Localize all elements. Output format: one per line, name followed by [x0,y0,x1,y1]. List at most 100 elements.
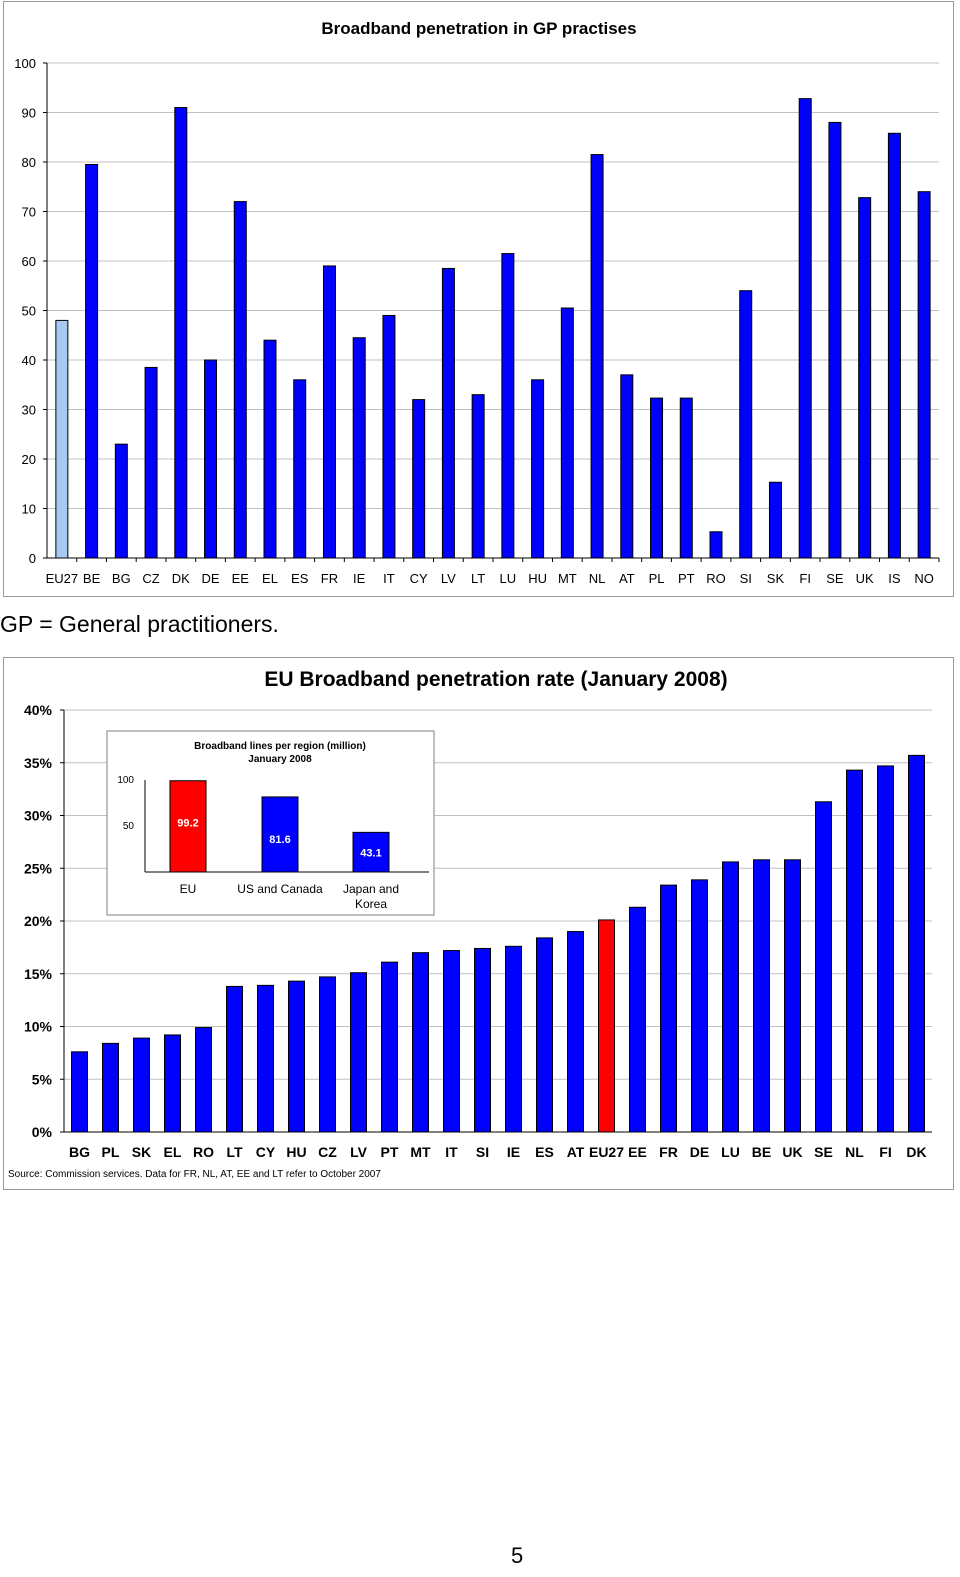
x-tick-label: BE [752,1144,771,1160]
inset-y-tick-label: 50 [123,821,135,832]
x-tick-label: IE [353,571,366,586]
x-tick-label: SK [132,1144,151,1160]
x-tick-label: NO [914,571,934,586]
bar [629,906,646,1133]
x-tick-label: PT [678,571,695,586]
x-tick-label: HU [286,1144,306,1160]
inset-bar [169,780,207,873]
y-tick-label: 20 [22,452,36,467]
x-tick-label: MT [558,571,577,586]
x-tick-label: SE [814,1144,833,1160]
bar [174,107,188,559]
eu-broadband-chart: EU Broadband penetration rate (January 2… [3,657,954,1190]
bar [382,314,396,559]
y-tick-label: 50 [22,304,36,319]
x-tick-label: DK [906,1144,926,1160]
inset-y-tick-label: 100 [117,775,134,786]
inset-x-tick-label: Japan and Korea [343,882,399,911]
x-tick-label: BG [112,571,131,586]
x-tick-label: NL [845,1144,864,1160]
x-tick-label: AT [567,1144,585,1160]
x-tick-label: DK [172,571,190,586]
x-tick-label: NL [589,571,606,586]
bar [441,267,455,559]
gp-broadband-chart-svg: Broadband penetration in GP practises 0 10… [14,19,940,586]
x-tick-label: FI [879,1144,891,1160]
bar [288,980,305,1133]
x-tick-label: LU [721,1144,740,1160]
inset-chart-title: Broadband lines per region (million) [194,741,366,752]
x-tick-label: AT [619,571,635,586]
x-tick-label: LU [500,571,517,586]
bar [620,374,634,559]
x-tick-label: FR [659,1144,678,1160]
x-tick-label: FI [799,571,811,586]
bar [908,754,925,1133]
x-tick-label: SE [826,571,844,586]
bar [471,394,485,559]
y-tick-label: 40% [24,702,53,718]
bar [858,197,872,559]
inset-x-tick-label: EU [180,882,197,896]
bar [753,859,770,1133]
bar [195,1027,212,1133]
bar [71,1051,88,1133]
y-tick-label: 0% [32,1124,53,1140]
eu-broadband-chart-svg: EU Broadband penetration rate (January 2… [8,668,932,1180]
x-tick-label: RO [706,571,726,586]
bar [350,972,367,1133]
bar [709,531,723,559]
y-tick-label: 0 [29,551,36,566]
x-tick-label: IE [507,1144,520,1160]
x-tick-label: ES [535,1144,554,1160]
y-tick-label: 10% [24,1019,53,1035]
bar [226,985,243,1133]
bar [650,397,664,559]
inset-bar [352,831,390,873]
bar [412,952,429,1133]
bar [739,290,753,559]
bar [233,201,247,559]
y-tick-label: 15% [24,966,53,982]
bar [102,1042,119,1133]
bar [828,121,842,559]
x-tick-label: CY [410,571,428,586]
page-number: 5 [511,1543,524,1568]
x-tick-label: UK [782,1144,802,1160]
bar [598,919,615,1133]
x-tick-label: LV [441,571,456,586]
inset-x-tick-label: US and Canada [237,882,323,896]
x-tick-label: SI [476,1144,489,1160]
x-tick-label: BG [69,1144,90,1160]
bar [204,359,218,559]
y-tick-label: 80 [22,155,36,170]
bar [887,132,901,559]
bar [531,379,545,559]
bar [293,379,307,559]
y-tick-label: 5% [32,1071,53,1087]
bar [164,1034,181,1133]
bar [917,191,931,559]
bar [722,861,739,1133]
x-tick-label: EL [164,1144,182,1160]
y-tick-label: 90 [22,106,36,121]
x-tick-label: CZ [142,571,159,586]
bar [474,947,491,1133]
x-tick-label: IT [445,1144,458,1160]
bar [768,481,782,559]
x-tick-label: HU [528,571,547,586]
chart-title: EU Broadband penetration rate (January 2… [264,668,727,691]
x-tick-label: EU27 [589,1144,624,1160]
x-tick-label: UK [856,571,874,586]
bar [263,339,277,559]
x-tick-label: DE [202,571,220,586]
x-tick-label: BE [83,571,101,586]
y-tick-label: 25% [24,860,53,876]
x-tick-label: LT [226,1144,243,1160]
bar [560,307,574,559]
bar [55,319,69,559]
inset-data-label: 99.2 [177,818,198,830]
y-tick-label: 40 [22,353,36,368]
bar [501,253,515,559]
x-tick-label: PT [381,1144,399,1160]
